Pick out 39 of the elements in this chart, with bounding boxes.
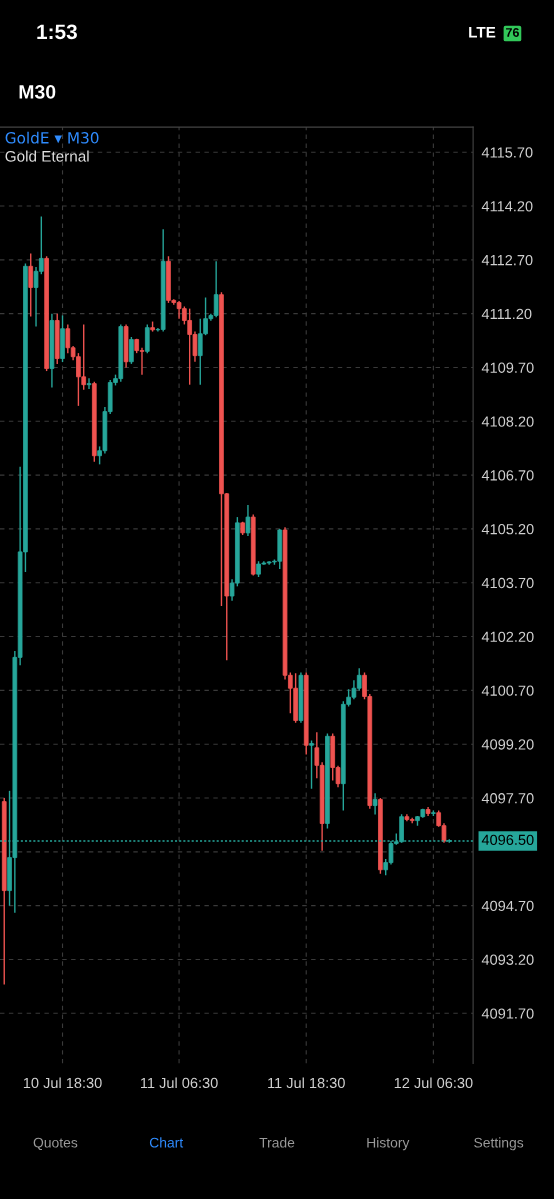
y-tick-label: 4105.20 <box>481 524 534 535</box>
y-tick-label: 4094.70 <box>481 900 534 912</box>
x-tick-label: 12 Jul 06:30 <box>394 1077 473 1089</box>
y-tick-label: 4111.20 <box>481 308 532 320</box>
candlestick <box>309 739 314 790</box>
candlestick <box>372 792 378 816</box>
y-tick-label: 4097.70 <box>481 793 534 804</box>
x-tick-label: 11 Jul 18:30 <box>268 1077 345 1089</box>
x-tick-label: 11 Jul 06:30 <box>141 1077 218 1089</box>
text: Trade <box>259 1137 295 1148</box>
candlestick <box>28 252 34 318</box>
y-tick-label: 4103.70 <box>481 577 534 589</box>
text: M30 <box>19 84 56 99</box>
text: 1:53 <box>37 24 77 40</box>
x-tick-label: 10 Jul 18:30 <box>23 1077 102 1089</box>
y-tick-label: 4091.70 <box>481 1008 534 1019</box>
y-tick-label: 4100.70 <box>481 685 534 696</box>
candlestick <box>86 377 92 390</box>
y-tick-label: 4093.20 <box>481 954 534 965</box>
text: Gold Eternal <box>5 150 89 162</box>
text: Chart <box>149 1137 184 1148</box>
text: Quotes <box>33 1137 78 1151</box>
text: 76 <box>506 28 519 37</box>
candlestick <box>129 336 134 365</box>
y-tick-label: 4106.70 <box>481 470 534 481</box>
text: LTE <box>469 27 496 38</box>
candlestick <box>144 323 150 354</box>
text: Settings <box>474 1137 524 1151</box>
text: History <box>367 1137 410 1151</box>
y-tick-label: 4115.70 <box>481 147 533 158</box>
y-tick-label: 4099.20 <box>481 739 534 750</box>
candlestick <box>245 504 251 537</box>
y-tick-label: 4102.20 <box>481 631 534 642</box>
y-tick-label: 4112.70 <box>481 254 533 266</box>
ref-line-label: 4096.50 <box>481 834 534 845</box>
y-tick-label: 4114.20 <box>481 201 533 212</box>
chart-title: GoldE ▾ M30 <box>5 131 99 144</box>
y-tick-label: 4109.70 <box>481 362 534 373</box>
y-tick-label: 4108.20 <box>481 416 534 427</box>
